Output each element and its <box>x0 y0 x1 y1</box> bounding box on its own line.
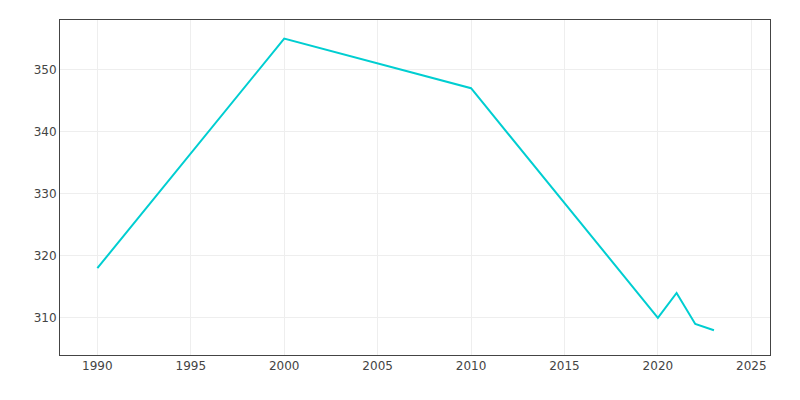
svg-text:330: 330 <box>34 187 57 201</box>
svg-text:310: 310 <box>34 311 57 325</box>
svg-text:1990: 1990 <box>82 359 113 373</box>
svg-text:320: 320 <box>34 249 57 263</box>
svg-text:2020: 2020 <box>643 359 674 373</box>
svg-text:2005: 2005 <box>362 359 393 373</box>
svg-text:340: 340 <box>34 125 57 139</box>
svg-text:1995: 1995 <box>176 359 207 373</box>
svg-text:2000: 2000 <box>269 359 300 373</box>
svg-text:2015: 2015 <box>549 359 580 373</box>
svg-text:2025: 2025 <box>736 359 767 373</box>
svg-text:2010: 2010 <box>456 359 487 373</box>
svg-text:350: 350 <box>34 63 57 77</box>
